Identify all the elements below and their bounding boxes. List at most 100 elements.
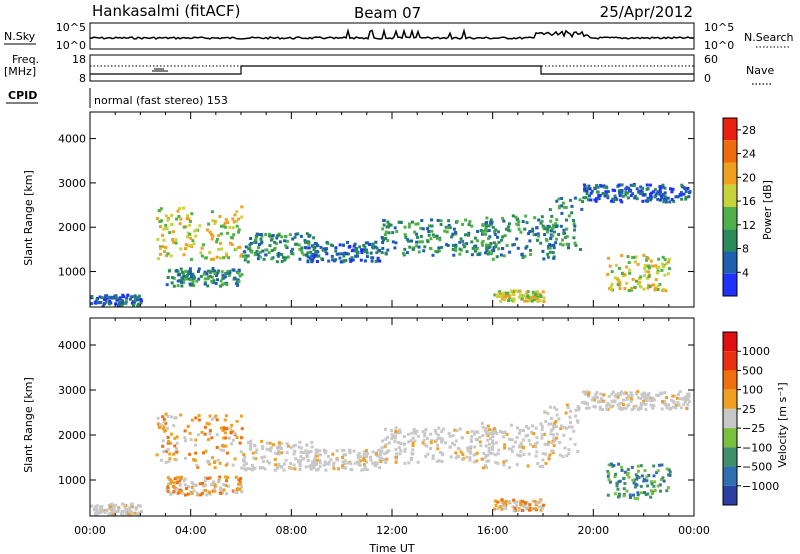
echo-cell — [510, 438, 514, 442]
echo-cell — [600, 184, 604, 188]
echo-cell — [646, 187, 650, 191]
echo-cell — [208, 462, 211, 466]
echo-cell — [490, 447, 494, 451]
echo-cell — [549, 422, 553, 426]
echo-cell — [491, 432, 495, 436]
echo-cell — [596, 396, 599, 400]
echo-cell — [511, 445, 515, 449]
echo-cell — [441, 452, 445, 456]
echo-cell — [300, 251, 304, 255]
echo-cell — [663, 258, 667, 262]
echo-cell — [356, 254, 359, 258]
echo-cell — [501, 216, 505, 220]
echo-cell — [651, 283, 655, 287]
echo-cell — [282, 468, 286, 472]
echo-cell — [137, 302, 141, 306]
echo-cell — [206, 228, 209, 232]
echo-cell — [644, 493, 648, 497]
echo-cell — [470, 429, 474, 433]
echo-cell — [553, 406, 557, 410]
echo-cell — [540, 433, 544, 437]
echo-cell — [548, 246, 552, 250]
echo-cell — [653, 480, 657, 484]
x-tick-label: 00:00 — [74, 524, 106, 537]
echo-cell — [100, 507, 104, 511]
echo-cell — [484, 453, 488, 457]
echo-cell — [501, 431, 505, 435]
echo-cell — [429, 237, 433, 241]
echo-cell — [221, 491, 225, 495]
echo-cell — [532, 233, 536, 237]
echo-cell — [620, 465, 624, 469]
echo-cell — [237, 269, 241, 273]
echo-cell — [537, 218, 541, 222]
echo-cell — [656, 269, 660, 273]
echo-cell — [485, 430, 489, 434]
echo-cell — [238, 274, 242, 278]
echo-cell — [501, 235, 505, 239]
echo-cell — [493, 293, 497, 297]
echo-cell — [485, 248, 489, 252]
echo-cell — [275, 466, 279, 470]
echo-cell — [485, 465, 488, 469]
echo-cell — [528, 507, 532, 511]
echo-cell — [491, 435, 495, 438]
echo-cell — [674, 403, 678, 407]
echo-cell — [561, 201, 565, 205]
echo-cell — [257, 246, 260, 250]
echo-cell — [394, 457, 398, 461]
echo-cell — [507, 447, 511, 451]
echo-cell — [102, 508, 106, 512]
echo-cell — [609, 287, 613, 291]
echo-cell — [660, 262, 664, 266]
beam-title: Beam 07 — [354, 4, 421, 22]
echo-cell — [595, 197, 599, 201]
echo-cell — [238, 441, 242, 445]
echo-cell — [619, 198, 623, 202]
echo-cell — [384, 461, 388, 464]
colorbar-tick-label: −100 — [742, 441, 772, 454]
echo-cell — [210, 279, 214, 283]
echo-cell — [444, 441, 447, 445]
echo-cell — [533, 293, 537, 297]
echo-cell — [221, 428, 225, 432]
echo-cell — [647, 392, 651, 396]
echo-cell — [213, 466, 217, 470]
echo-cell — [368, 242, 372, 246]
echo-cell — [598, 407, 602, 411]
echo-cell — [606, 493, 610, 497]
echo-cell — [208, 230, 212, 234]
echo-cell — [264, 248, 268, 252]
echo-cell — [466, 446, 469, 450]
echo-cell — [467, 231, 471, 235]
echo-cell — [243, 459, 246, 463]
echo-cell — [636, 497, 639, 501]
echo-cell — [667, 260, 670, 264]
echo-cell — [360, 251, 364, 254]
echo-cell — [306, 251, 310, 255]
echo-cell — [544, 452, 548, 456]
echo-cell — [386, 239, 390, 243]
echo-cell — [294, 457, 298, 461]
echo-cell — [635, 279, 638, 283]
echo-cell — [198, 482, 202, 486]
echo-cell — [453, 428, 457, 432]
echo-cell — [684, 196, 688, 200]
echo-cell — [289, 462, 293, 465]
echo-cell — [200, 491, 204, 495]
echo-cell — [319, 245, 323, 249]
echo-cell — [505, 459, 509, 463]
echo-cell — [174, 458, 178, 462]
echo-cell — [277, 462, 281, 466]
echo-cell — [507, 222, 511, 226]
echo-cell — [260, 234, 264, 238]
echo-cell — [370, 259, 374, 263]
nave-tick-top: 60 — [704, 53, 718, 66]
echo-cell — [128, 510, 131, 514]
echo-cell — [199, 251, 203, 255]
echo-cell — [633, 285, 637, 289]
echo-cell — [444, 225, 448, 229]
echo-cell — [424, 454, 428, 458]
echo-cell — [220, 224, 223, 228]
echo-cell — [435, 439, 438, 443]
